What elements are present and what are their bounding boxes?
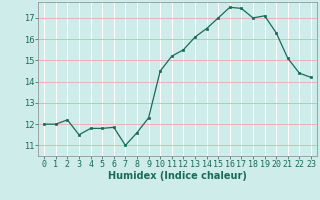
X-axis label: Humidex (Indice chaleur): Humidex (Indice chaleur)	[108, 171, 247, 181]
